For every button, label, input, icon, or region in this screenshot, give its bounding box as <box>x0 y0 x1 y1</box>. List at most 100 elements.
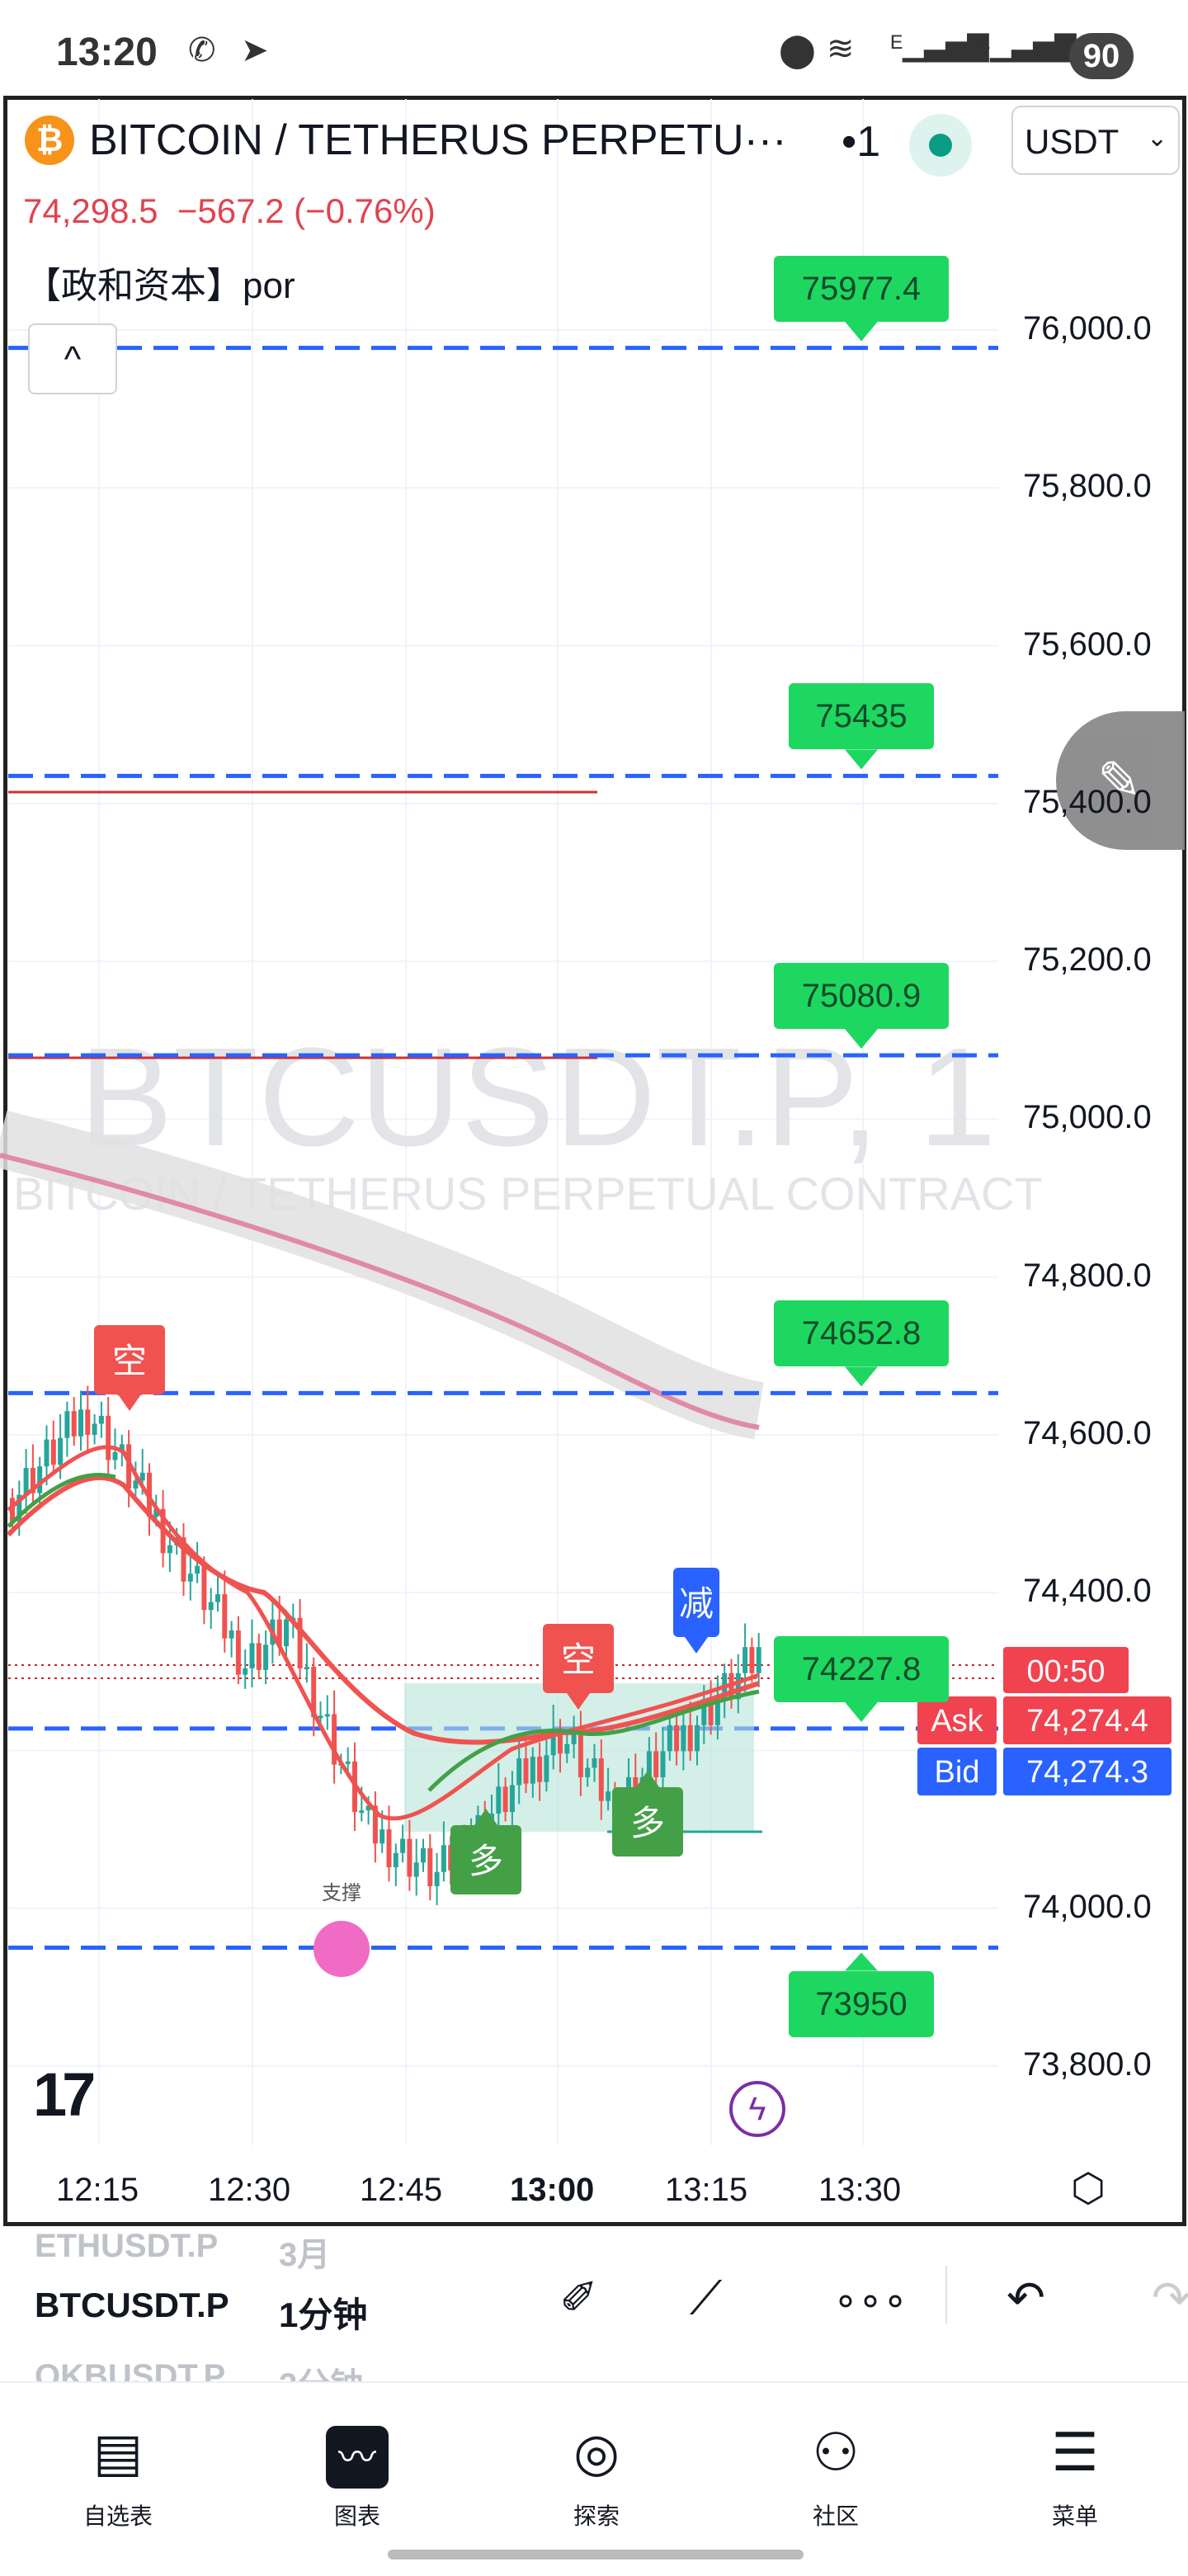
watchlist-icon: ▤ <box>92 2423 144 2482</box>
interval-above[interactable]: 3月 <box>279 2237 331 2273</box>
price-axis-label: 75,400.0 <box>1023 783 1152 820</box>
candle-body <box>660 1751 666 1777</box>
tradingview-logo[interactable]: 17 <box>33 2060 96 2129</box>
ma-band <box>0 1111 765 1440</box>
location-icon: ⬤ <box>779 32 816 68</box>
candle-body <box>243 1668 248 1675</box>
symbol-title[interactable]: BITCOIN / TETHERUS PERPETU··· <box>89 116 787 164</box>
candle-body <box>393 1852 398 1867</box>
pencil-icon[interactable]: ✎ <box>1056 711 1185 850</box>
trade-marker-label: 多 <box>469 1841 503 1881</box>
more-icon[interactable]: ∘∘∘ <box>833 2279 908 2323</box>
trade-marker <box>94 1325 165 1394</box>
candle-body <box>585 1767 591 1777</box>
candle-body <box>229 1630 234 1639</box>
price-axis-label: 74,600.0 <box>1023 1414 1152 1451</box>
trend-line-icon[interactable]: ⟋ <box>690 2272 723 2324</box>
candle-body <box>106 1415 111 1460</box>
undo-icon[interactable]: ↶ <box>1006 2272 1045 2324</box>
telegram-icon: ➤ <box>241 32 269 68</box>
wifi-icon: ≋ <box>827 31 855 67</box>
ask-value-box <box>1003 1696 1172 1744</box>
candle-body <box>742 1647 748 1673</box>
menu-icon: ☰ <box>1051 2423 1099 2482</box>
candle-body <box>502 1786 508 1813</box>
level-tag[interactable]: 74227.8 <box>774 1635 949 1702</box>
bid-value: 74,274.3 <box>1026 1755 1148 1790</box>
candle-body <box>235 1630 241 1675</box>
ask-value: 74,274.4 <box>1026 1704 1148 1739</box>
candle-body <box>701 1699 707 1725</box>
candle-body <box>98 1415 104 1424</box>
nav-label: 社区 <box>812 2503 859 2529</box>
nav-explore[interactable]: ◎ 探索 <box>535 2418 658 2531</box>
redo-icon[interactable]: ↷ <box>1152 2272 1188 2324</box>
trade-marker-label: 多 <box>630 1803 665 1843</box>
candle-body <box>284 1619 289 1647</box>
chart-icon: 〰 <box>295 2418 419 2489</box>
nav-chart[interactable]: 〰 图表 <box>295 2418 419 2531</box>
collapse-button[interactable]: ^ <box>28 323 117 394</box>
status-bar: 13:20 ✆ ➤ ⬤ ≋ ᴱ▁▃▅▇ ᴱ▁▃▅▇ 90 <box>0 0 1188 96</box>
candle-body <box>201 1565 207 1611</box>
candle-body <box>386 1829 392 1867</box>
trade-marker <box>543 1624 614 1693</box>
price-axis-label: 74,000.0 <box>1023 1888 1152 1925</box>
lightning-icon[interactable]: ϟ <box>729 2081 785 2137</box>
interval-current[interactable]: 1分钟 <box>279 2295 368 2334</box>
level-tag[interactable]: 75080.9 <box>774 962 949 1029</box>
watermark-symbol: BTCUSDT.P, 1 <box>79 1019 997 1176</box>
ask-label: Ask <box>931 1704 983 1739</box>
trade-marker-label: 空 <box>112 1341 147 1381</box>
nav-menu[interactable]: ☰ 菜单 <box>1013 2418 1137 2531</box>
candle-body <box>646 1751 652 1777</box>
candle-body <box>413 1862 419 1877</box>
pen-icon[interactable]: ✐ <box>559 2272 598 2324</box>
candle-body <box>598 1758 604 1801</box>
trade-marker-pointer <box>685 1637 708 1654</box>
trade-marker-label: 减 <box>679 1583 714 1624</box>
symbol-strip[interactable] <box>0 2228 1188 2381</box>
candle-body <box>222 1594 228 1639</box>
bitcoin-logo: ₿ <box>25 116 74 165</box>
candle-body <box>256 1643 262 1670</box>
candle-body <box>578 1734 583 1777</box>
trade-marker-pointer <box>567 1693 590 1710</box>
currency-select[interactable]: USDT <box>1011 106 1180 175</box>
candle-body <box>564 1743 570 1754</box>
interval-label[interactable]: •1 <box>842 118 881 166</box>
ema-slow-line <box>7 1445 760 1821</box>
price-axis-label: 73,800.0 <box>1023 2046 1152 2083</box>
level-tag-pointer <box>845 1366 878 1387</box>
candle-body <box>23 1468 29 1495</box>
candle-body <box>756 1647 761 1673</box>
chevron-down-icon: ⌄ <box>1147 125 1168 152</box>
candle-body <box>365 1805 371 1811</box>
indicator-label[interactable]: 【政和资本】por <box>25 266 295 306</box>
symbol-above[interactable]: ETHUSDT.P <box>35 2228 219 2264</box>
time-axis-label: 12:45 <box>360 2172 443 2208</box>
symbol-current[interactable]: BTCUSDT.P <box>35 2286 229 2324</box>
settings-icon[interactable]: ⬡ <box>1071 2167 1106 2210</box>
candle-body <box>304 1667 309 1670</box>
level-tag[interactable]: 73950 <box>789 1970 934 2037</box>
last-price: 74,298.5 <box>23 191 158 230</box>
candle-body <box>332 1714 337 1765</box>
candle-body <box>263 1644 269 1670</box>
level-tag-pointer <box>845 1028 878 1049</box>
candle-body <box>380 1829 385 1844</box>
level-tag[interactable]: 75977.4 <box>774 255 949 322</box>
candle-body <box>249 1643 255 1668</box>
chart-frame[interactable] <box>3 96 1186 2226</box>
candle-body <box>215 1594 220 1602</box>
nav-watchlist[interactable]: ▤ 自选表 <box>56 2418 180 2531</box>
level-tag[interactable]: 74652.8 <box>774 1300 949 1367</box>
candle-body <box>407 1838 412 1877</box>
candle-body <box>714 1699 720 1725</box>
nav-community[interactable]: ⚇ 社区 <box>774 2418 898 2531</box>
candle-body <box>434 1871 440 1886</box>
level-tag[interactable]: 75435 <box>789 683 934 750</box>
nav-label: 菜单 <box>1051 2503 1098 2529</box>
nav-label: 图表 <box>333 2503 380 2529</box>
